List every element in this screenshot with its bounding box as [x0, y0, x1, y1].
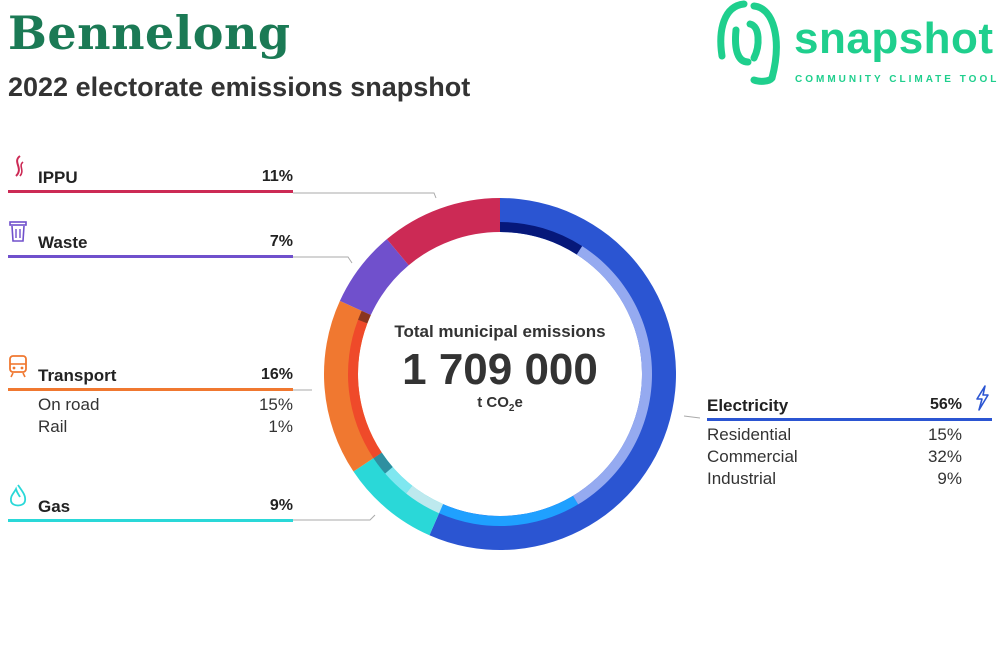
category-label: IPPU [38, 168, 78, 187]
total-label: Total municipal emissions [394, 322, 606, 341]
flame-icon [9, 484, 27, 507]
leader-lines [293, 192, 701, 521]
category-electricity: Electricity 56% Residential 15% Commerci… [707, 385, 992, 488]
donut-subslice-on-road [347, 319, 382, 459]
logo-tagline: COMMUNITY CLIMATE TOOL [795, 74, 1000, 85]
donut-subslice-residential [439, 495, 579, 526]
donut-slice-waste [339, 239, 409, 316]
donut-subslice-gas-b [385, 466, 413, 494]
total-value: 1 709 000 [402, 345, 598, 394]
category-gas: Gas 9% [8, 484, 293, 522]
snapshot-logo: snapshot COMMUNITY CLIMATE TOOL [714, 0, 1000, 90]
train-icon [9, 355, 27, 378]
category-percent: 11% [261, 168, 293, 185]
donut-subslice-rail [358, 310, 371, 324]
logo-wordmark: snapshot [794, 14, 994, 63]
subcategory-label: Industrial [707, 469, 776, 488]
category-waste: Waste 7% [8, 221, 293, 258]
subcategory-row: Rail 1% [8, 413, 293, 436]
donut-slice-gas [353, 452, 444, 536]
category-ippu: IPPU 11% [8, 155, 293, 193]
page-title: Bennelong [8, 6, 291, 60]
subcategory-label: Residential [707, 425, 792, 444]
category-transport: Transport 16% On road 15% Rail 1% [8, 355, 293, 436]
donut-subslice-gas-a [406, 485, 444, 514]
donut-subslice-gas-c [373, 452, 393, 474]
donut-subslice-industrial [500, 222, 583, 255]
subcategory-percent: 9% [937, 469, 962, 488]
subcategory-label: Rail [38, 417, 68, 436]
leader-line-electricity [683, 415, 701, 419]
subcategory-row: Commercial 32% [707, 443, 962, 466]
subcategory-percent: 1% [268, 417, 293, 436]
donut-inner-ring [347, 222, 653, 526]
category-percent: 9% [269, 497, 293, 514]
category-percent: 56% [929, 396, 962, 413]
leader-line-ippu [293, 192, 437, 199]
subcategory-label: Commercial [707, 447, 798, 466]
category-percent: 7% [269, 233, 293, 250]
leader-line-waste [293, 256, 353, 264]
page-subtitle: 2022 electorate emissions snapshot [8, 72, 471, 102]
donut-center-summary: Total municipal emissions 1 709 000 t CO… [372, 322, 628, 414]
subcategory-row: Residential 15% [707, 421, 962, 444]
category-percent: 16% [260, 366, 293, 383]
lightning-icon [976, 385, 989, 411]
category-label: Gas [38, 497, 71, 516]
subcategory-row: On road 15% [8, 391, 293, 414]
total-unit: t CO2e [477, 394, 523, 414]
subcategory-percent: 15% [258, 395, 293, 414]
leader-line-gas [293, 514, 376, 521]
subcategory-label: On road [38, 395, 100, 414]
subcategory-percent: 15% [927, 425, 962, 444]
trash-bin-icon [9, 221, 27, 242]
category-label: Waste [38, 233, 88, 252]
fingerprint-logo-icon [717, 0, 780, 85]
category-label: Electricity [707, 396, 789, 415]
subcategory-row: Industrial 9% [707, 465, 962, 488]
donut-slice-ippu [386, 198, 500, 266]
category-label: Transport [38, 366, 117, 385]
donut-subslice-commercial [572, 246, 653, 505]
smoke-icon [15, 155, 24, 177]
subcategory-percent: 32% [927, 447, 962, 466]
